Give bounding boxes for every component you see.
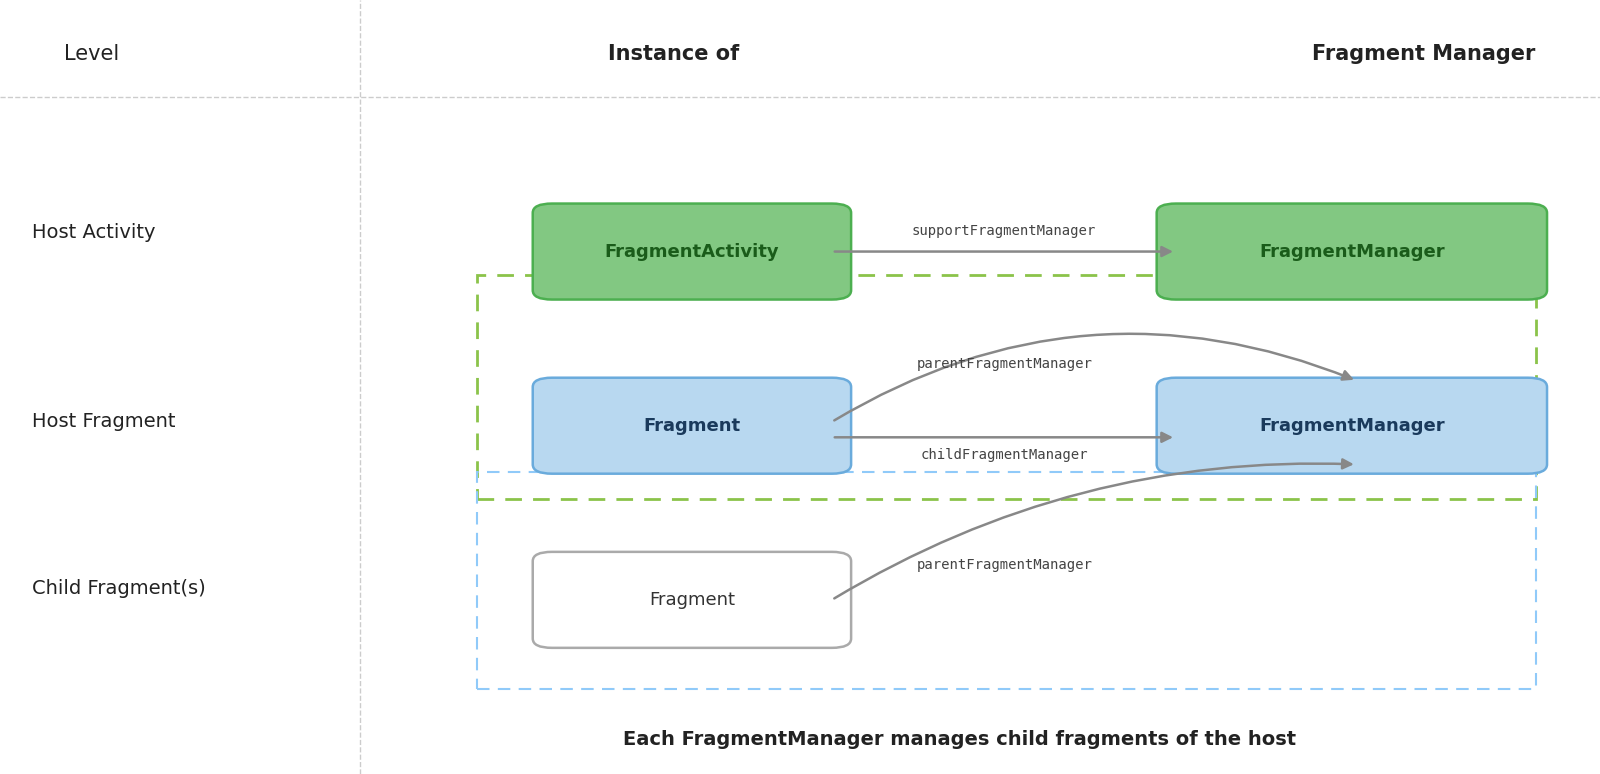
Text: parentFragmentManager: parentFragmentManager bbox=[917, 558, 1093, 572]
Text: Fragment Manager: Fragment Manager bbox=[1312, 44, 1536, 64]
Text: Host Activity: Host Activity bbox=[32, 223, 155, 241]
FancyBboxPatch shape bbox=[533, 552, 851, 648]
Text: supportFragmentManager: supportFragmentManager bbox=[912, 224, 1096, 238]
FancyBboxPatch shape bbox=[1157, 204, 1547, 300]
Text: Level: Level bbox=[64, 44, 120, 64]
Bar bbox=[477, 275, 1536, 499]
Text: FragmentManager: FragmentManager bbox=[1259, 242, 1445, 261]
FancyBboxPatch shape bbox=[533, 204, 851, 300]
Text: childFragmentManager: childFragmentManager bbox=[922, 448, 1088, 462]
Text: Host Fragment: Host Fragment bbox=[32, 413, 176, 431]
Text: parentFragmentManager: parentFragmentManager bbox=[917, 357, 1093, 371]
Bar bbox=[477, 472, 1536, 689]
FancyBboxPatch shape bbox=[533, 378, 851, 474]
Text: Fragment: Fragment bbox=[650, 591, 734, 609]
Text: Instance of: Instance of bbox=[608, 44, 739, 64]
FancyBboxPatch shape bbox=[1157, 378, 1547, 474]
Text: Each FragmentManager manages child fragments of the host: Each FragmentManager manages child fragm… bbox=[624, 730, 1296, 748]
Text: Child Fragment(s): Child Fragment(s) bbox=[32, 579, 206, 598]
Text: Fragment: Fragment bbox=[643, 416, 741, 435]
Text: FragmentManager: FragmentManager bbox=[1259, 416, 1445, 435]
Text: FragmentActivity: FragmentActivity bbox=[605, 242, 779, 261]
